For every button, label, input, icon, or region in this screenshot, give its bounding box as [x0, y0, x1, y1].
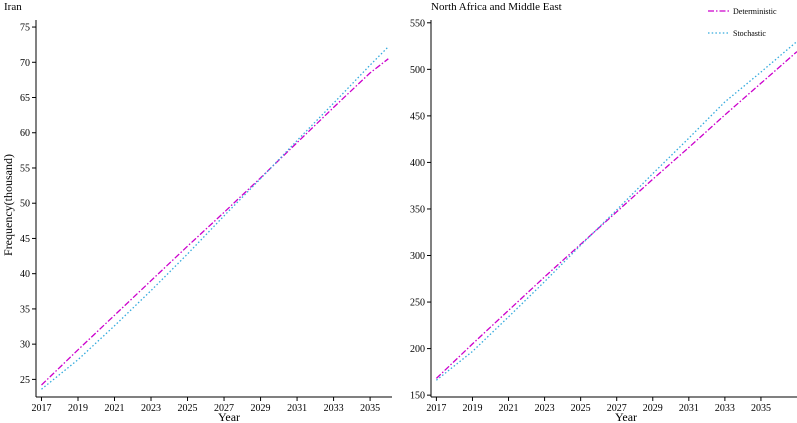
x-tick-label: 2017 [426, 403, 446, 414]
x-tick-label: 2033 [324, 403, 344, 414]
y-tick-label: 500 [410, 65, 425, 76]
x-tick-label: 2031 [287, 403, 307, 414]
legend: Deterministic Stochastic [708, 7, 777, 38]
x-axis-label: Year [218, 410, 240, 423]
x-axis-label: Year [615, 410, 637, 423]
panel-title: North Africa and Middle East [431, 1, 562, 13]
y-tick-label: 50 [20, 199, 30, 210]
y-tick-label: 250 [410, 298, 425, 309]
x-tick-label: 2025 [571, 403, 591, 414]
x-tick-label: 2027 [607, 403, 627, 414]
y-tick-label: 350 [410, 204, 425, 215]
x-tick-label: 2027 [214, 403, 234, 414]
y-axis-label: Frequency(thousand) [1, 154, 15, 256]
legend-label: Stochastic [733, 29, 766, 38]
series-line-deterministic [435, 51, 797, 379]
legend-label: Deterministic [733, 7, 777, 16]
y-tick-label: 75 [20, 23, 30, 34]
y-tick-label: 300 [410, 251, 425, 262]
y-tick-label: 25 [20, 375, 30, 386]
series-line-stochastic [435, 40, 797, 381]
x-tick-label: 2025 [178, 403, 198, 414]
x-tick-label: 2035 [360, 403, 380, 414]
panel-north-africa-middle-east: North Africa and Middle East Year 150 200… [410, 1, 797, 423]
y-tick-label: 150 [410, 391, 425, 402]
x-tick-label: 2029 [251, 403, 271, 414]
x-tick-label: 2021 [499, 403, 519, 414]
x-tick-label: 2033 [715, 403, 735, 414]
y-tick-label: 550 [410, 18, 425, 29]
y-tick-label: 35 [20, 304, 30, 315]
x-tick-label: 2019 [462, 403, 482, 414]
series-line-deterministic [41, 58, 389, 386]
y-tick-label: 400 [410, 158, 425, 169]
y-tick-label: 55 [20, 163, 30, 174]
x-tick-label: 2031 [679, 403, 699, 414]
x-tick-label: 2023 [535, 403, 555, 414]
y-tick-label: 70 [20, 58, 30, 69]
y-tick-label: 45 [20, 234, 30, 245]
y-tick-label: 60 [20, 128, 30, 139]
y-tick-label: 450 [410, 111, 425, 122]
x-tick-label: 2029 [643, 403, 663, 414]
y-tick-label: 30 [20, 340, 30, 351]
y-tick-label: 40 [20, 269, 30, 280]
x-tick-label: 2023 [141, 403, 161, 414]
x-tick-label: 2021 [105, 403, 125, 414]
panel-title: Iran [4, 1, 22, 13]
series-line-stochastic [41, 46, 389, 390]
panel-iran: Iran Frequency(thousand) Year 25 30 35 40 45… [1, 1, 392, 423]
x-tick-label: 2035 [751, 403, 771, 414]
y-tick-label: 200 [410, 344, 425, 355]
x-tick-label: 2019 [68, 403, 88, 414]
x-tick-label: 2017 [31, 403, 51, 414]
y-tick-label: 65 [20, 93, 30, 104]
